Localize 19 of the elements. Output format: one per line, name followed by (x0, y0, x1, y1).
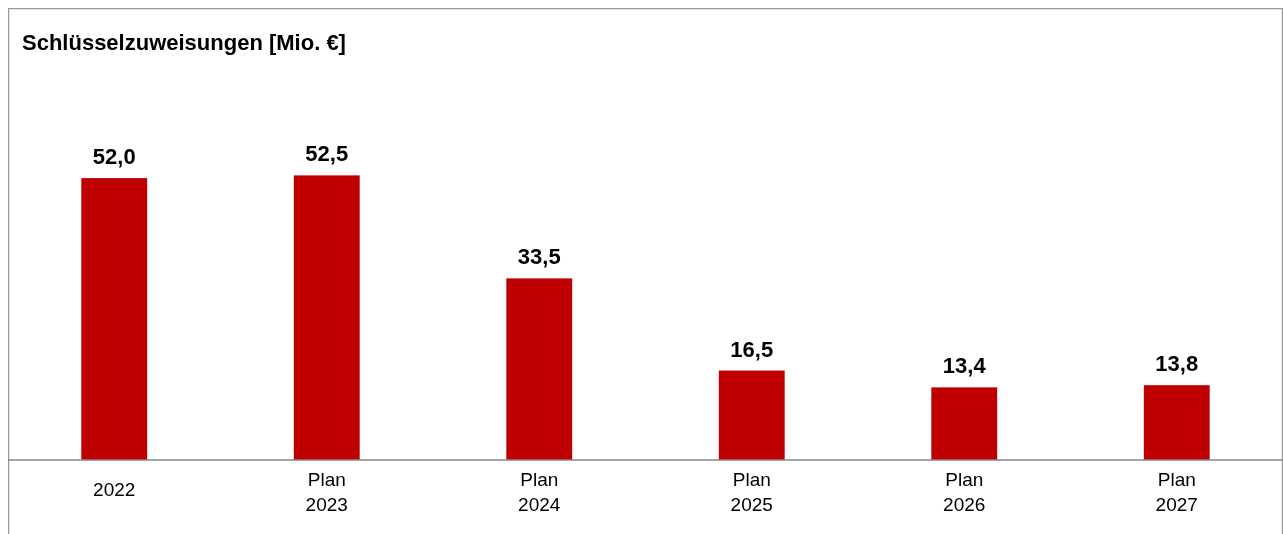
data-label: 52,0 (92, 144, 136, 170)
bar (506, 278, 573, 460)
data-label: 13,4 (942, 353, 987, 379)
bar (293, 175, 360, 460)
data-label: 13,8 (1155, 351, 1199, 377)
chart-title: Schlüsselzuweisungen [Mio. €] (22, 30, 346, 55)
x-tick-label: Plan 2027 (1155, 469, 1198, 515)
bar (931, 387, 998, 460)
bar (81, 178, 148, 460)
x-tick-label: Plan 2025 (730, 469, 773, 515)
data-label: 16,5 (730, 336, 774, 362)
x-tick-label: Plan 2026 (943, 469, 986, 515)
x-tick-label: 2022 (93, 479, 136, 500)
data-label: 52,5 (305, 141, 349, 167)
bar (718, 370, 785, 460)
data-label: 33,5 (517, 244, 561, 270)
bar (1143, 385, 1210, 460)
x-tick-label: Plan 2024 (518, 469, 561, 515)
x-tick-label: Plan 2023 (305, 469, 348, 515)
